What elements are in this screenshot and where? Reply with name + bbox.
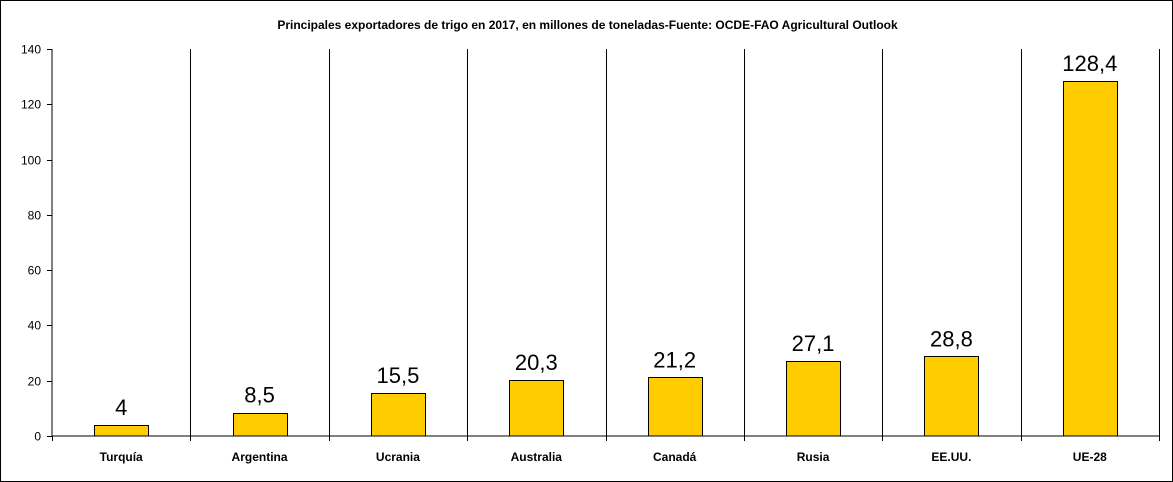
- data-label: 15,5: [377, 363, 420, 388]
- category-label: Argentina: [232, 450, 288, 464]
- bar: [371, 393, 426, 437]
- category-label: Ucrania: [376, 450, 420, 464]
- y-tick-label: 80: [28, 209, 42, 223]
- bar: [648, 377, 703, 437]
- y-tick-label: 20: [28, 375, 42, 389]
- category-label: EE.UU.: [931, 450, 971, 464]
- data-label: 21,2: [653, 347, 696, 372]
- category-label: UE-28: [1073, 450, 1107, 464]
- data-label: 28,8: [930, 326, 973, 351]
- data-label: 4: [115, 395, 127, 420]
- y-tick-label: 140: [21, 43, 41, 57]
- data-label: 128,4: [1062, 51, 1117, 76]
- category-label: Australia: [511, 450, 563, 464]
- category-label: Canadá: [653, 450, 697, 464]
- y-tick-label: 60: [28, 264, 42, 278]
- bar: [509, 380, 564, 437]
- bar: [924, 356, 979, 437]
- bar: [1063, 81, 1118, 437]
- category-label: Turquía: [100, 450, 143, 464]
- data-label: 27,1: [792, 331, 835, 356]
- data-label: 8,5: [244, 383, 275, 408]
- bar: [233, 413, 288, 437]
- y-tick-label: 0: [34, 430, 41, 444]
- bar: [94, 425, 149, 437]
- category-label: Rusia: [797, 450, 830, 464]
- y-tick-label: 120: [21, 98, 41, 112]
- chart-title: Principales exportadores de trigo en 201…: [277, 18, 898, 32]
- y-tick-label: 40: [28, 319, 42, 333]
- y-tick-label: 100: [21, 154, 41, 168]
- bar: [786, 361, 841, 437]
- data-label: 20,3: [515, 350, 558, 375]
